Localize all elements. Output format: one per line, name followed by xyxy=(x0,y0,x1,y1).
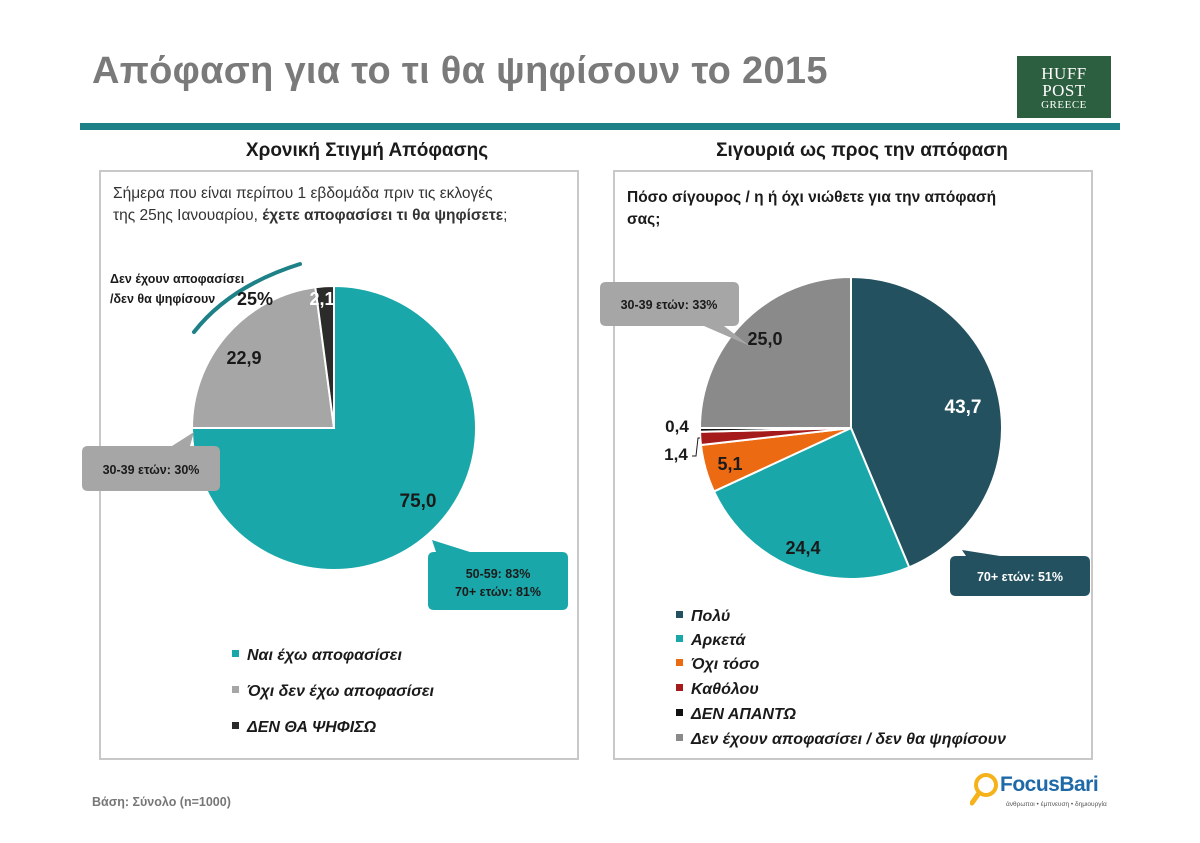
legend-swatch-enough xyxy=(676,635,683,643)
legend-item-undecided: Όχι δεν έχω αποφασίσει xyxy=(232,683,434,701)
undecided-arc xyxy=(192,262,302,334)
right-panel-title: Σιγουριά ως προς την απόφαση xyxy=(716,140,1008,161)
legend-label: Όχι τόσο xyxy=(691,656,760,673)
callout-gray-left-text: 30-39 ετών: 30% xyxy=(103,463,200,477)
base-note: Βάση: Σύνολο (n=1000) xyxy=(92,795,231,809)
legend-swatch-undecided xyxy=(232,686,239,694)
legend-item-undecided-right: Δεν έχουν αποφασίσει / δεν θα ψηφίσουν xyxy=(676,731,1006,749)
callout-gray-right xyxy=(600,282,750,346)
legend-label: Πολύ xyxy=(691,608,731,625)
legend-swatch-not-at-all xyxy=(676,684,683,692)
callout-gray-right-text: 30-39 ετών: 33% xyxy=(621,298,718,312)
magnifier-icon xyxy=(970,773,998,806)
pie-slice-undecided xyxy=(190,286,336,429)
legend-swatch-decided xyxy=(232,650,239,658)
legend-swatch-not-so xyxy=(676,659,683,667)
focus-logo-tagline: άνθρωποι • έμπνευση • δημιουργία xyxy=(1006,801,1107,808)
pie-slice-undecided-right xyxy=(698,275,852,429)
arc-label-value: 25% xyxy=(237,289,273,309)
pie-slice-very xyxy=(850,275,1003,569)
legend-swatch-undecided-right xyxy=(676,734,683,742)
right-pie xyxy=(698,275,1003,580)
legend-swatch-no-vote xyxy=(232,722,239,730)
left-pie xyxy=(190,284,477,571)
legend-label: Αρκετά xyxy=(691,632,746,649)
callout-navy-right xyxy=(950,550,1090,596)
logo-line-3: GREECE xyxy=(1041,99,1087,111)
legend-item-no-answer: ΔΕΝ ΑΠΑΝΤΩ xyxy=(676,706,796,724)
callout-teal-left-line-2: 70+ ετών: 81% xyxy=(455,585,541,599)
huffpost-logo: HUFF POST GREECE xyxy=(1017,56,1111,118)
left-question-end: ; xyxy=(503,207,508,224)
left-question-bold: έχετε αποφασίσει τι θα ψηφίσετε xyxy=(262,207,504,224)
left-question-line-2: της 25ης Ιανουαρίου, έχετε αποφασίσει τι… xyxy=(113,205,573,227)
legend-item-very: Πολύ xyxy=(676,608,730,626)
title-divider xyxy=(80,123,1120,130)
slice-label-very: 43,7 xyxy=(945,397,982,418)
left-question: Σήμερα που είναι περίπου 1 εβδομάδα πριν… xyxy=(113,183,573,227)
legend-item-decided: Ναι έχω αποφασίσει xyxy=(232,647,402,665)
legend-swatch-no-answer xyxy=(676,709,683,717)
legend-label: Δεν έχουν αποφασίσει / δεν θα ψηφίσουν xyxy=(691,731,1007,748)
pie-slice-no-vote xyxy=(314,284,335,429)
callout-teal-left-line-1: 50-59: 83% xyxy=(466,567,531,581)
legend-label: Καθόλου xyxy=(691,681,759,698)
right-question-line-2: σας; xyxy=(627,211,661,228)
logo-line-2: POST xyxy=(1042,81,1086,100)
legend-swatch-very xyxy=(676,611,683,619)
focusbari-logo: FocusBari άνθρωποι • έμπνευση • δημιουργ… xyxy=(970,770,1120,815)
pie-slice-decided xyxy=(190,284,477,571)
legend-label: Όχι δεν έχω αποφασίσει xyxy=(247,683,434,700)
legend-item-not-so: Όχι τόσο xyxy=(676,656,759,674)
legend-label: ΔΕΝ ΘΑ ΨΗΦΙΣΩ xyxy=(247,719,377,736)
callout-teal-left xyxy=(428,540,568,610)
right-question-line-1: Πόσο σίγουρος / η ή όχι νιώθετε για την … xyxy=(627,189,997,206)
slice-label-decided: 75,0 xyxy=(400,491,437,512)
slice-label-not-so: 5,1 xyxy=(717,454,742,474)
left-question-line-1: Σήμερα που είναι περίπου 1 εβδομάδα πριν… xyxy=(113,185,493,202)
slice-label-no-answer: 0,4 xyxy=(665,417,689,436)
legend-label: ΔΕΝ ΑΠΑΝΤΩ xyxy=(691,706,796,723)
slice-label-no-vote: 2,1 xyxy=(309,289,334,309)
legend-item-no-vote: ΔΕΝ ΘΑ ΨΗΦΙΣΩ xyxy=(232,719,376,737)
callout-navy-right-text: 70+ ετών: 51% xyxy=(977,570,1063,584)
page-title: Απόφαση για το τι θα ψηφίσουν το 2015 xyxy=(92,50,828,92)
right-question: Πόσο σίγουρος / η ή όχι νιώθετε για την … xyxy=(627,187,1067,231)
focus-logo-word: FocusBari xyxy=(1000,773,1099,796)
legend-item-not-at-all: Καθόλου xyxy=(676,681,759,699)
legend-item-enough: Αρκετά xyxy=(676,632,745,650)
slice-label-enough: 24,4 xyxy=(785,538,820,558)
slice-label-not-at-all: 1,4 xyxy=(664,445,688,464)
slice-label-undecided-right: 25,0 xyxy=(747,329,782,349)
left-panel-title: Χρονική Στιγμή Απόφασης xyxy=(245,140,489,161)
leader-line xyxy=(692,437,700,457)
left-question-normal: της 25ης Ιανουαρίου, xyxy=(113,207,263,224)
logo-line-1: HUFF xyxy=(1041,64,1087,83)
pie-slice-enough xyxy=(712,426,911,580)
callout-gray-left xyxy=(82,432,220,491)
slice-label-undecided: 22,9 xyxy=(226,348,261,368)
legend-label: Ναι έχω αποφασίσει xyxy=(247,647,402,664)
arc-label-line-1: Δεν έχουν αποφασίσει xyxy=(110,272,245,286)
arc-label-line-2: /δεν θα ψηφίσουν xyxy=(110,292,215,306)
